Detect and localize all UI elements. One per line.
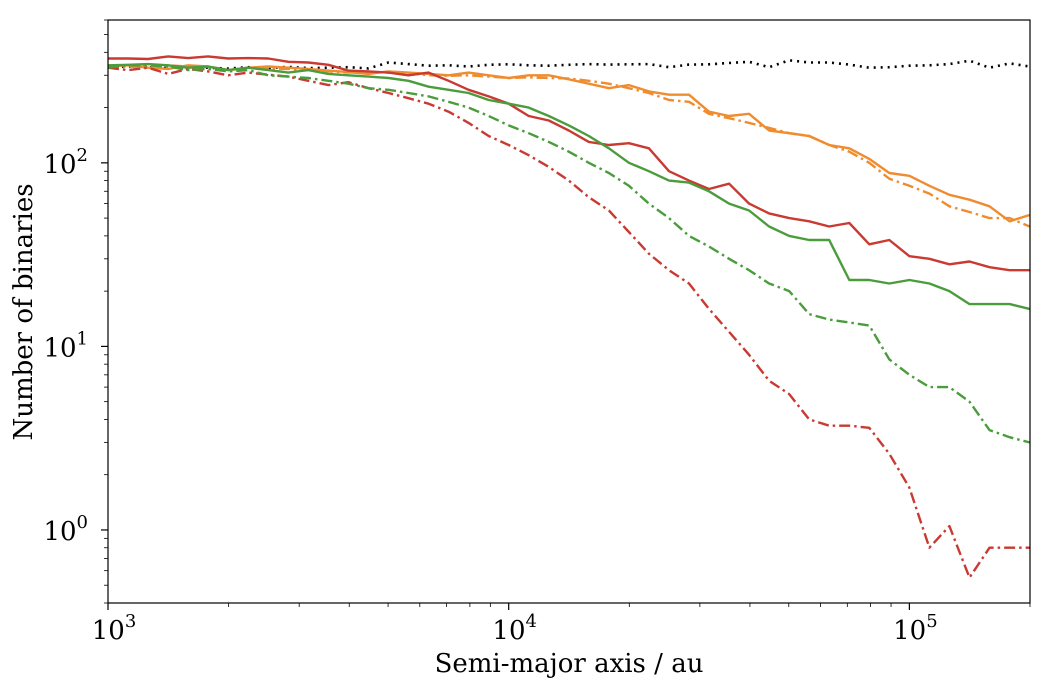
axis-ticks: 103 104 105 100 101 102 (43, 19, 1031, 646)
series-lines (107, 55, 1031, 579)
y-tick-label: 102 (43, 145, 88, 180)
plot-frame (107, 19, 1031, 604)
series-line-6 (107, 62, 1030, 311)
x-tick-label: 103 (92, 611, 137, 646)
x-tick-label: 104 (492, 611, 537, 646)
series-line-5 (107, 66, 1030, 579)
series-line-3 (107, 64, 1031, 228)
y-tick-label: 101 (43, 328, 88, 363)
y-axis-label: Number of binaries (9, 183, 39, 440)
x-axis-label: Semi-major axis / au (435, 649, 704, 679)
series-line-1 (107, 58, 1030, 70)
series-line-7 (107, 64, 1030, 444)
y-tick-label: 100 (43, 512, 88, 547)
series-line-4 (108, 55, 1030, 272)
x-tick-label: 105 (893, 611, 938, 646)
series-line-2 (107, 64, 1030, 223)
